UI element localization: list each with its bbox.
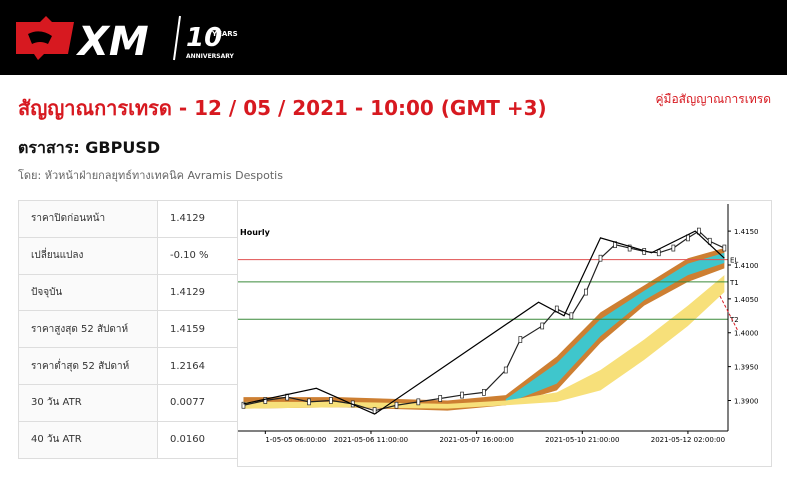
y-tick-label: 1.3950 [734,364,759,372]
chart: Hourly EL T1 T2 1.3900 1.3950 1.4000 1.4050 1.4… [237,200,772,467]
y-tick-label: 1.3900 [734,398,759,406]
label-cell: 30 วัน ATR [18,383,158,422]
level-label: EL [730,257,738,265]
price-point [627,244,632,252]
price-point [671,244,676,252]
table-row: ราคาสูงสุด 52 สัปดาห์ 1.4159 [18,310,238,349]
band [243,275,725,409]
label-cell: ปัจจุบัน [18,273,158,312]
price-point [241,401,246,409]
label-cell: ราคาสูงสุด 52 สัปดาห์ [18,310,158,349]
zigzag-line [243,230,725,415]
badge: 10 [186,23,222,53]
band [505,252,725,404]
chart-title: Hourly [240,228,271,237]
price-point [416,398,421,406]
divider [173,15,181,61]
label-cell: เปลี่ยนแปลง [18,236,158,275]
price-point [584,288,588,296]
price-point [394,401,399,409]
table-row: ราคาปิดก่อนหน้า 1.4129 [18,200,238,238]
level-label: T1 [729,279,739,287]
price-point [503,366,508,374]
price-point [482,389,486,396]
stats-table: ราคาปิดก่อนหน้า 1.4129 เปลี่ยนแปลง -0.10 % ป… [18,200,238,459]
price-point [460,391,464,399]
y-tick-label: 1.4150 [734,228,759,236]
price-point [722,244,727,252]
x-tick-label: 2021-05-06 11:00:00 [334,436,408,444]
badge-top: YEARS [211,30,238,38]
level-label: T2 [729,316,739,324]
table-row: 30 วัน ATR 0.0077 [18,383,238,422]
price-point [540,322,545,330]
value-cell: 1.4129 [157,273,238,312]
logo: XM 10 YEARS ANNIVERSARY [16,15,238,65]
price-point [329,397,333,404]
instrument: ตราสาร: GBPUSD [18,138,161,157]
logo-icon-detail [28,31,52,44]
table-row: ราคาต่ำสุด 52 สัปดาห์ 1.2164 [18,347,238,385]
value-cell: 1.2164 [157,347,238,385]
x-tick-label: 2021-05-12 02:00:00 [651,436,725,444]
price-point [263,397,268,404]
table-row: เปลี่ยนแปลง -0.10 % [18,236,238,275]
guide-link[interactable]: คู่มือสัญญาณการเทรด [655,92,772,106]
label-cell: ราคาต่ำสุด 52 สัปดาห์ [18,347,158,385]
y-tick-label: 1.4100 [734,262,759,270]
value-cell: 0.0077 [157,383,238,422]
table-row: ปัจจุบัน 1.4129 [18,273,238,312]
x-tick-label: 2021-05-10 21:00:00 [545,436,619,444]
byline: โดย: หัวหน้าฝ่ายกลยุทธ์ทางเทคนิค Avramis… [18,169,283,182]
table-row: 40 วัน ATR 0.0160 [18,420,238,459]
header: XM 10 YEARS ANNIVERSARY [0,0,787,75]
price-point [307,398,311,406]
value-cell: 1.4159 [157,310,238,349]
x-tick-label: 2021-05-07 16:00:00 [439,436,513,444]
value-cell: 0.0160 [157,420,238,459]
band [243,248,725,411]
badge-bottom: ANNIVERSARY [186,53,235,60]
logo-text: XM [75,19,149,65]
price-point [438,395,443,402]
x-tick-label: 1-05-05 06:00:00 [265,436,326,444]
label-cell: 40 วัน ATR [18,420,158,459]
label-cell: ราคาปิดก่อนหน้า [18,200,158,238]
value-cell: 1.4129 [157,200,238,238]
price-line [243,230,725,412]
price-point [518,336,523,343]
value-cell: -0.10 % [157,236,238,275]
y-tick-label: 1.4000 [734,330,759,338]
price-point [569,312,574,320]
price-point [598,254,603,262]
y-tick-label: 1.4050 [734,296,759,304]
arrow [719,295,739,332]
title: สัญญาณการเทรด - 12 / 05 / 2021 - 10:00 (… [18,96,547,120]
price-point [656,249,661,257]
